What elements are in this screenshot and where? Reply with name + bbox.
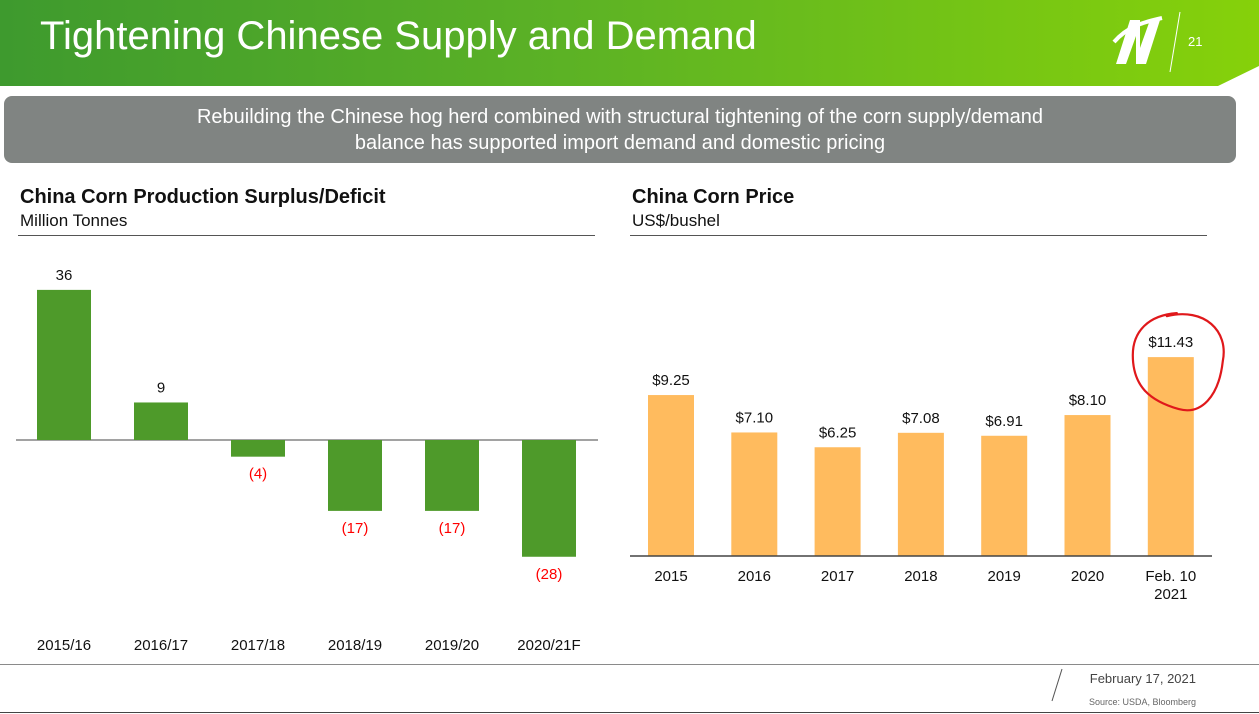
surplus-data-label: (17) bbox=[342, 520, 369, 537]
footer-source: Source: USDA, Bloomberg bbox=[1088, 697, 1196, 707]
surplus-data-label: (17) bbox=[439, 520, 466, 537]
footer-date: February 17, 2021 bbox=[1089, 671, 1196, 686]
surplus-category-label: 2020/21F bbox=[517, 637, 580, 654]
price-data-label: $11.43 bbox=[1148, 334, 1193, 351]
footer-bottom-rule bbox=[0, 712, 1259, 713]
price-data-label: $9.25 bbox=[652, 372, 690, 389]
price-bar bbox=[814, 447, 861, 556]
slide-title: Tightening Chinese Supply and Demand bbox=[40, 14, 757, 58]
highlight-circle-annotation bbox=[1131, 312, 1225, 412]
surplus-chart-unit: Million Tonnes bbox=[20, 211, 128, 230]
surplus-bar bbox=[425, 440, 479, 511]
company-logo-icon bbox=[1112, 16, 1163, 64]
price-category-label: 2017 bbox=[821, 568, 854, 585]
key-message-banner: Rebuilding the Chinese hog herd combined… bbox=[4, 96, 1236, 163]
price-data-label: $7.08 bbox=[902, 410, 940, 427]
surplus-bar bbox=[328, 440, 382, 511]
logo-divider bbox=[1169, 11, 1181, 73]
header-bar bbox=[0, 0, 1259, 86]
price-category-label: 2019 bbox=[988, 568, 1021, 585]
price-bar bbox=[897, 432, 944, 556]
price-bar bbox=[648, 395, 694, 556]
banner-line-2: balance has supported import demand and … bbox=[354, 132, 886, 154]
price-bar bbox=[981, 435, 1028, 556]
surplus-bar bbox=[231, 440, 285, 457]
banner-line-1: Rebuilding the Chinese hog herd combined… bbox=[196, 106, 1044, 128]
price-data-label: $6.91 bbox=[985, 413, 1023, 430]
price-data-label: $8.10 bbox=[1069, 392, 1107, 409]
price-category-label: Feb. 10 2021 bbox=[1145, 568, 1196, 603]
price-bar bbox=[1064, 415, 1111, 556]
page-number: 21 bbox=[1188, 34, 1203, 49]
price-chart-unit: US$/bushel bbox=[632, 211, 720, 230]
surplus-bar bbox=[522, 440, 576, 557]
footer-slash bbox=[1051, 668, 1063, 702]
surplus-data-label: (4) bbox=[249, 466, 267, 483]
price-data-label: $6.25 bbox=[819, 424, 857, 441]
price-category-label: 2020 bbox=[1071, 568, 1104, 585]
surplus-bar bbox=[134, 402, 188, 440]
footer-rule bbox=[0, 664, 1259, 665]
surplus-bar bbox=[37, 289, 91, 440]
surplus-chart-title: China Corn Production Surplus/Deficit bbox=[20, 186, 386, 208]
surplus-category-label: 2018/19 bbox=[328, 637, 382, 654]
price-category-label: 2018 bbox=[904, 568, 937, 585]
surplus-data-label: 9 bbox=[157, 379, 165, 396]
price-chart-header-rule bbox=[630, 235, 1207, 236]
price-category-label: 2016 bbox=[738, 568, 771, 585]
surplus-chart-header-rule bbox=[18, 235, 595, 236]
price-bar bbox=[1147, 357, 1194, 556]
surplus-data-label: (28) bbox=[536, 566, 563, 583]
price-chart-title: China Corn Price bbox=[632, 186, 795, 208]
corn-price-chart: $9.25 2015 $7.10 2016 $6.25 2017 $7.08 2018 $6.9… bbox=[630, 312, 1225, 603]
price-bar bbox=[731, 432, 778, 556]
surplus-category-label: 2016/17 bbox=[134, 637, 188, 654]
price-category-label: 2015 bbox=[654, 568, 687, 585]
surplus-category-label: 2019/20 bbox=[425, 637, 479, 654]
surplus-category-label: 2017/18 bbox=[231, 637, 285, 654]
surplus-data-label: 36 bbox=[56, 267, 73, 284]
surplus-deficit-chart: 36 2015/16 9 2016/17 (4) 2017/18 (17) 2018/19 (1… bbox=[16, 267, 598, 654]
surplus-category-label: 2015/16 bbox=[37, 637, 91, 654]
price-data-label: $7.10 bbox=[736, 409, 774, 426]
